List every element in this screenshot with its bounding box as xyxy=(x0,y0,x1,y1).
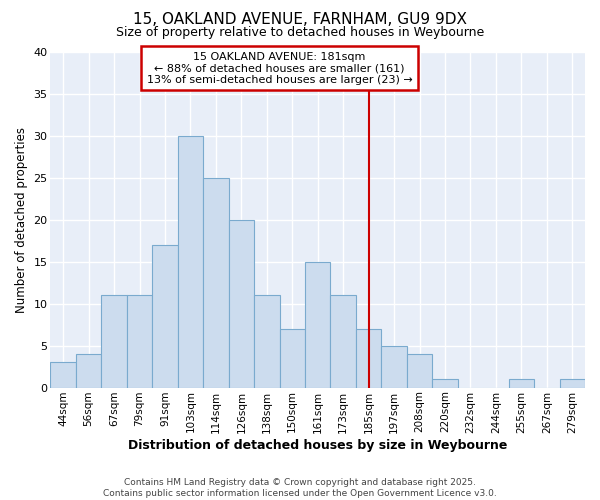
Bar xyxy=(127,295,152,388)
Bar xyxy=(203,178,229,388)
Bar xyxy=(76,354,101,388)
Bar xyxy=(101,295,127,388)
Bar xyxy=(229,220,254,388)
Bar xyxy=(432,379,458,388)
Bar xyxy=(254,295,280,388)
Y-axis label: Number of detached properties: Number of detached properties xyxy=(15,126,28,312)
Text: Size of property relative to detached houses in Weybourne: Size of property relative to detached ho… xyxy=(116,26,484,39)
Text: 15, OAKLAND AVENUE, FARNHAM, GU9 9DX: 15, OAKLAND AVENUE, FARNHAM, GU9 9DX xyxy=(133,12,467,28)
Bar xyxy=(152,245,178,388)
Text: Contains HM Land Registry data © Crown copyright and database right 2025.
Contai: Contains HM Land Registry data © Crown c… xyxy=(103,478,497,498)
X-axis label: Distribution of detached houses by size in Weybourne: Distribution of detached houses by size … xyxy=(128,440,508,452)
Bar xyxy=(382,346,407,388)
Text: 15 OAKLAND AVENUE: 181sqm
← 88% of detached houses are smaller (161)
13% of semi: 15 OAKLAND AVENUE: 181sqm ← 88% of detac… xyxy=(146,52,412,84)
Bar xyxy=(280,329,305,388)
Bar xyxy=(509,379,534,388)
Bar xyxy=(50,362,76,388)
Bar xyxy=(305,262,331,388)
Bar xyxy=(331,295,356,388)
Bar xyxy=(178,136,203,388)
Bar xyxy=(407,354,432,388)
Bar xyxy=(356,329,382,388)
Bar xyxy=(560,379,585,388)
